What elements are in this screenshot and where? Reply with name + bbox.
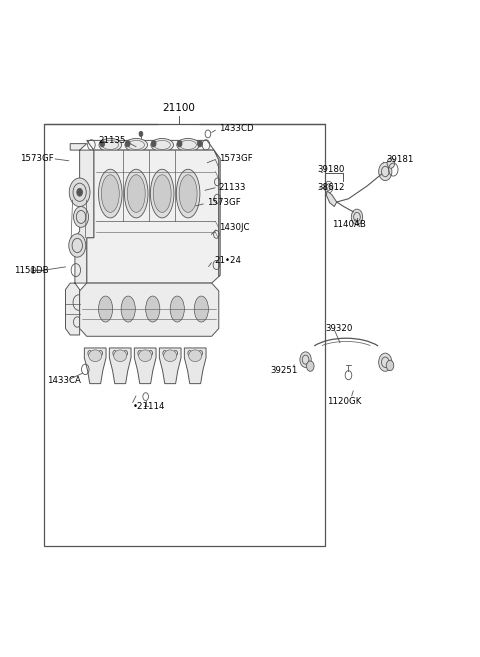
Ellipse shape: [121, 296, 135, 322]
Ellipse shape: [145, 296, 160, 322]
Polygon shape: [159, 348, 181, 384]
Polygon shape: [84, 348, 106, 384]
Ellipse shape: [177, 139, 199, 151]
Text: 21133: 21133: [219, 183, 246, 192]
Circle shape: [73, 206, 89, 227]
Circle shape: [69, 178, 90, 206]
Circle shape: [300, 352, 311, 367]
Ellipse shape: [125, 139, 147, 151]
Ellipse shape: [98, 296, 113, 322]
Ellipse shape: [194, 296, 208, 322]
Polygon shape: [214, 150, 220, 277]
Text: 1140AB: 1140AB: [332, 220, 365, 229]
Text: 1120GK: 1120GK: [326, 397, 361, 405]
Text: 1151DB: 1151DB: [13, 265, 48, 275]
Circle shape: [379, 162, 392, 181]
Polygon shape: [80, 283, 219, 336]
Circle shape: [69, 234, 86, 257]
Polygon shape: [87, 150, 219, 283]
Polygon shape: [65, 144, 94, 335]
Polygon shape: [109, 348, 131, 384]
Circle shape: [307, 361, 314, 371]
Ellipse shape: [99, 139, 121, 151]
Ellipse shape: [170, 296, 184, 322]
Text: 1573GF: 1573GF: [219, 154, 252, 163]
Ellipse shape: [139, 350, 152, 361]
Text: 1573GF: 1573GF: [20, 154, 54, 163]
Text: 21100: 21100: [162, 103, 195, 113]
Circle shape: [77, 189, 83, 196]
Polygon shape: [326, 191, 336, 206]
Ellipse shape: [164, 350, 177, 361]
Bar: [44, 124, 325, 546]
Text: 1433CD: 1433CD: [219, 124, 253, 133]
Circle shape: [351, 209, 362, 225]
Ellipse shape: [98, 170, 122, 218]
Text: 1433CA: 1433CA: [47, 376, 81, 385]
Text: •21114: •21114: [132, 402, 165, 411]
Polygon shape: [184, 348, 206, 384]
Text: 1430JC: 1430JC: [219, 223, 249, 233]
Ellipse shape: [151, 139, 173, 151]
Circle shape: [379, 353, 392, 371]
Text: 38612: 38612: [318, 183, 345, 192]
Circle shape: [139, 131, 143, 137]
Ellipse shape: [179, 175, 197, 212]
Text: 39181: 39181: [386, 155, 414, 164]
Text: 39251: 39251: [271, 366, 298, 375]
Circle shape: [198, 141, 202, 147]
Ellipse shape: [124, 170, 148, 218]
Circle shape: [386, 360, 394, 371]
Ellipse shape: [89, 350, 102, 361]
Circle shape: [100, 141, 105, 147]
Text: 39320: 39320: [325, 324, 352, 333]
Ellipse shape: [114, 350, 127, 361]
Circle shape: [125, 141, 130, 147]
Text: 39180: 39180: [318, 165, 345, 174]
Ellipse shape: [189, 350, 202, 361]
Circle shape: [177, 141, 182, 147]
Text: 1573GF: 1573GF: [207, 198, 241, 206]
Ellipse shape: [101, 175, 119, 212]
Polygon shape: [134, 348, 156, 384]
Circle shape: [387, 158, 395, 168]
Ellipse shape: [153, 175, 171, 212]
Polygon shape: [87, 141, 214, 150]
Text: 21135: 21135: [98, 136, 126, 145]
Ellipse shape: [176, 170, 200, 218]
Ellipse shape: [127, 175, 145, 212]
Text: 21•24: 21•24: [214, 256, 241, 265]
Ellipse shape: [150, 170, 174, 218]
Circle shape: [151, 141, 156, 147]
